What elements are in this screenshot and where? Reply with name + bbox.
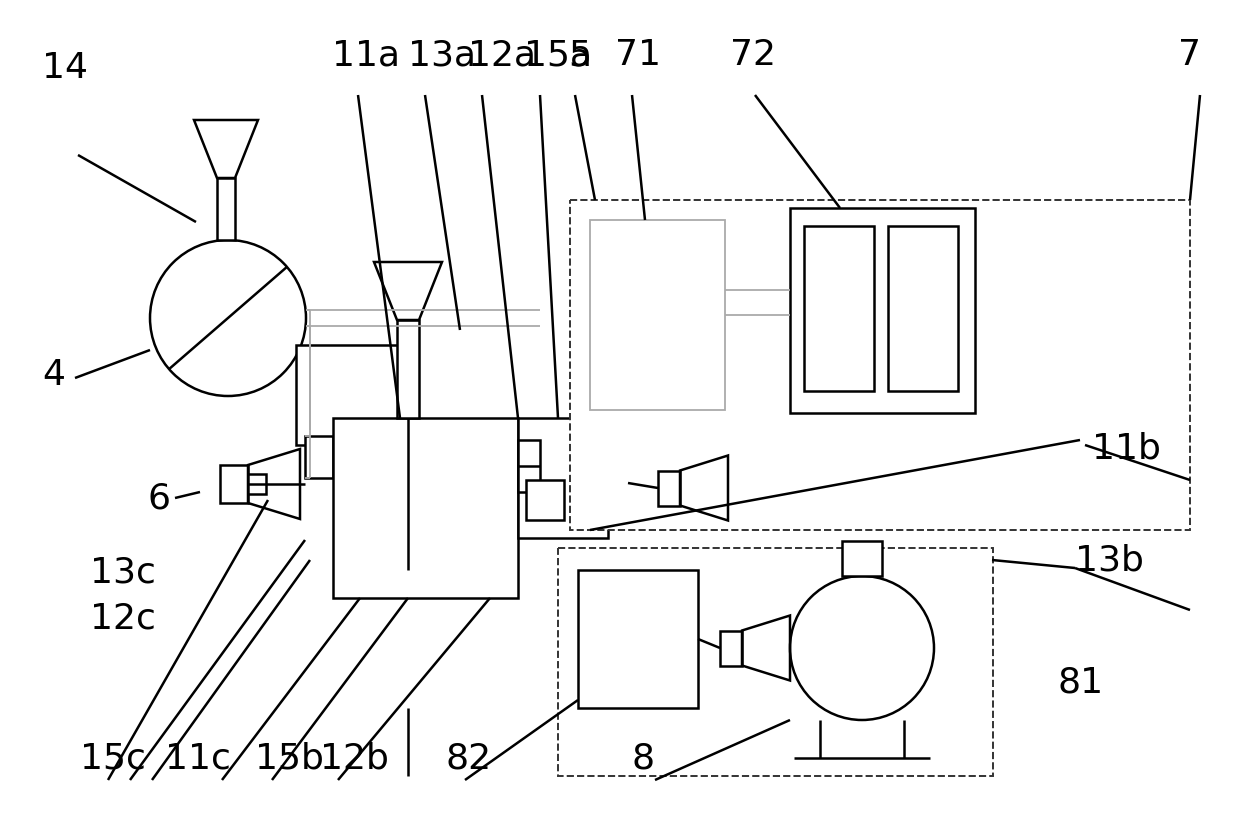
Text: 12c: 12c xyxy=(91,601,156,635)
Text: 82: 82 xyxy=(445,741,491,775)
Bar xyxy=(608,468,627,498)
Bar xyxy=(526,480,564,520)
Bar xyxy=(888,226,959,391)
Text: 13a: 13a xyxy=(408,38,476,72)
Bar xyxy=(590,220,725,410)
Bar xyxy=(842,541,882,576)
Text: 14: 14 xyxy=(42,51,88,85)
Bar xyxy=(518,418,608,538)
Text: 12a: 12a xyxy=(467,38,536,72)
Text: 12b: 12b xyxy=(320,741,389,775)
Bar xyxy=(334,418,518,598)
Text: 81: 81 xyxy=(1058,665,1104,699)
Bar xyxy=(305,436,334,478)
Text: 15b: 15b xyxy=(255,741,324,775)
Text: 8: 8 xyxy=(632,741,655,775)
Bar xyxy=(658,470,680,505)
Text: 13b: 13b xyxy=(1075,543,1143,577)
Bar xyxy=(397,320,419,418)
Bar xyxy=(296,345,408,445)
Text: 71: 71 xyxy=(615,38,661,72)
Text: 5: 5 xyxy=(568,38,591,72)
Text: 11a: 11a xyxy=(332,38,401,72)
Bar xyxy=(219,465,248,503)
Bar xyxy=(570,200,1190,530)
Text: 13c: 13c xyxy=(91,555,156,589)
Text: 72: 72 xyxy=(730,38,776,72)
Text: 4: 4 xyxy=(42,358,64,392)
Bar xyxy=(578,570,698,708)
Text: 15c: 15c xyxy=(81,741,146,775)
Bar xyxy=(248,474,267,494)
Text: 11b: 11b xyxy=(1092,431,1161,465)
Text: 11c: 11c xyxy=(165,741,231,775)
Bar xyxy=(804,226,874,391)
Text: 6: 6 xyxy=(148,481,171,515)
Bar xyxy=(217,178,236,240)
Bar xyxy=(518,440,539,492)
Bar xyxy=(558,548,993,776)
Bar xyxy=(790,208,975,413)
Text: 15a: 15a xyxy=(525,38,591,72)
Text: 7: 7 xyxy=(1178,38,1202,72)
Bar xyxy=(720,630,742,665)
